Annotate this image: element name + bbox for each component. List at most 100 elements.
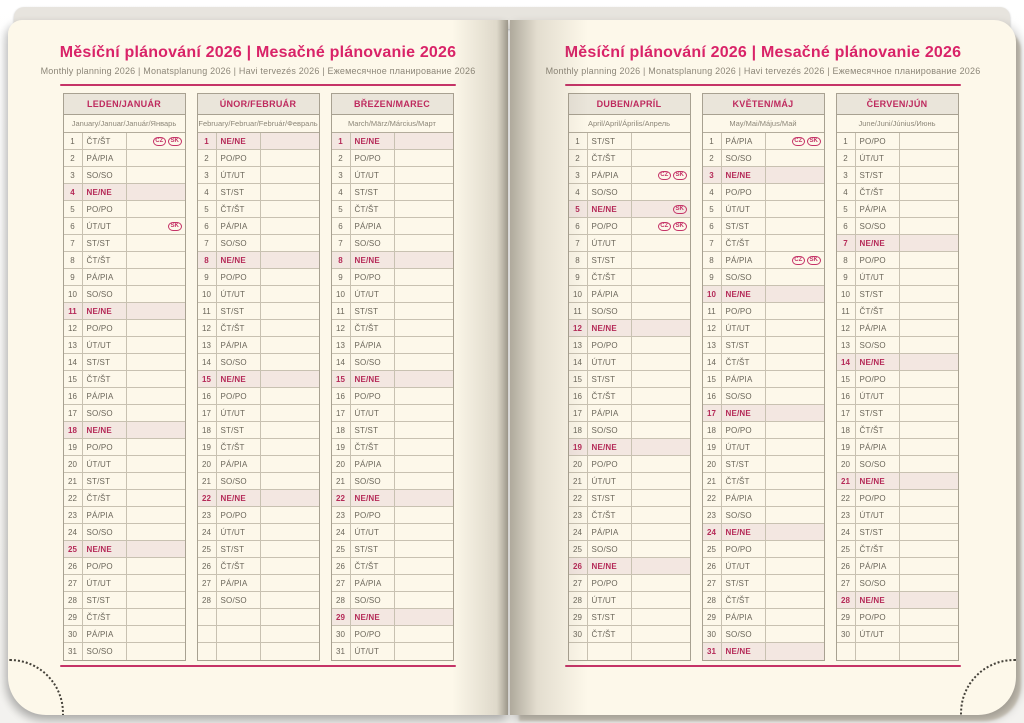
day-number: 30 bbox=[332, 626, 351, 642]
notes-cell bbox=[632, 609, 690, 625]
day-row: 21 ÚT/UT bbox=[568, 473, 690, 490]
day-number: 20 bbox=[703, 456, 722, 472]
day-number: 16 bbox=[703, 388, 722, 404]
day-row: 24 ÚT/UT bbox=[331, 524, 453, 541]
weekday-label bbox=[217, 626, 261, 642]
day-number: 21 bbox=[198, 473, 217, 489]
notes-cell bbox=[261, 184, 319, 200]
day-row: 19 PÁ/PIA bbox=[836, 439, 958, 456]
notes-cell bbox=[127, 371, 185, 387]
day-number: 16 bbox=[569, 388, 588, 404]
day-row: 23 ČT/ŠT bbox=[568, 507, 690, 524]
notes-cell bbox=[632, 507, 690, 523]
day-number: 9 bbox=[198, 269, 217, 285]
weekday-label: ČT/ŠT bbox=[83, 252, 127, 268]
notes-cell bbox=[395, 405, 453, 421]
day-number: 10 bbox=[703, 286, 722, 302]
day-row: 24 ST/ST bbox=[836, 524, 958, 541]
day-number: 18 bbox=[837, 422, 856, 438]
notes-cell bbox=[766, 456, 824, 472]
day-number: 25 bbox=[703, 541, 722, 557]
day-number: 13 bbox=[703, 337, 722, 353]
day-number: 1 bbox=[569, 133, 588, 149]
header-rule bbox=[60, 84, 456, 86]
day-row: 23 PÁ/PIA bbox=[63, 507, 185, 524]
day-number: 18 bbox=[64, 422, 83, 438]
day-row: 12 ÚT/UT bbox=[702, 320, 824, 337]
day-number: 4 bbox=[198, 184, 217, 200]
day-number: 11 bbox=[198, 303, 217, 319]
weekday-label: NE/NE bbox=[351, 609, 395, 625]
notes-cell bbox=[127, 286, 185, 302]
day-row: 25 NE/NE bbox=[63, 541, 185, 558]
notes-cell bbox=[632, 235, 690, 251]
weekday-label: ÚT/UT bbox=[722, 320, 766, 336]
day-number: 19 bbox=[198, 439, 217, 455]
day-number: 27 bbox=[703, 575, 722, 591]
notes-cell bbox=[395, 456, 453, 472]
day-row: 17 ÚT/UT bbox=[331, 405, 453, 422]
day-number: 7 bbox=[703, 235, 722, 251]
day-row: 5 ČT/ŠT bbox=[197, 201, 319, 218]
day-number: 10 bbox=[198, 286, 217, 302]
weekday-label: SO/SO bbox=[217, 235, 261, 251]
day-number: 5 bbox=[64, 201, 83, 217]
notes-cell bbox=[127, 507, 185, 523]
day-number: 31 bbox=[703, 643, 722, 660]
weekday-label: ST/ST bbox=[83, 473, 127, 489]
day-number: 8 bbox=[64, 252, 83, 268]
weekday-label: SO/SO bbox=[83, 524, 127, 540]
weekday-label: ST/ST bbox=[83, 592, 127, 608]
day-row: 18 PO/PO bbox=[702, 422, 824, 439]
weekday-label: PÁ/PIA bbox=[217, 575, 261, 591]
day-number: 15 bbox=[198, 371, 217, 387]
day-row: 15 ČT/ŠT bbox=[63, 371, 185, 388]
weekday-label: ÚT/UT bbox=[856, 626, 900, 642]
weekday-label: NE/NE bbox=[83, 422, 127, 438]
day-row: 25 ST/ST bbox=[331, 541, 453, 558]
notes-cell bbox=[766, 201, 824, 217]
notes-cell: CZ SK bbox=[127, 133, 185, 149]
weekday-label: ST/ST bbox=[722, 575, 766, 591]
day-row: 10 SO/SO bbox=[63, 286, 185, 303]
day-number: 21 bbox=[332, 473, 351, 489]
day-number: 3 bbox=[332, 167, 351, 183]
day-row: 5 PÁ/PIA bbox=[836, 201, 958, 218]
weekday-label: ČT/ŠT bbox=[83, 490, 127, 506]
day-number: 23 bbox=[569, 507, 588, 523]
notes-cell bbox=[900, 150, 958, 166]
notes-cell bbox=[127, 252, 185, 268]
empty-day-row bbox=[198, 643, 319, 660]
day-row: 13 PÁ/PIA bbox=[331, 337, 453, 354]
notes-cell bbox=[900, 609, 958, 625]
weekday-label: PÁ/PIA bbox=[83, 269, 127, 285]
day-number: 20 bbox=[64, 456, 83, 472]
day-row: 22 PÁ/PIA bbox=[702, 490, 824, 507]
notes-cell bbox=[261, 558, 319, 574]
month-subtitle: May/Mai/Május/Май bbox=[702, 115, 824, 133]
notes-cell bbox=[261, 592, 319, 608]
weekday-label: PO/PO bbox=[856, 490, 900, 506]
notes-cell bbox=[766, 354, 824, 370]
weekday-label: PÁ/PIA bbox=[722, 609, 766, 625]
day-row: 22 ST/ST bbox=[568, 490, 690, 507]
notes-cell bbox=[900, 541, 958, 557]
weekday-label: ST/ST bbox=[217, 541, 261, 557]
day-number: 6 bbox=[198, 218, 217, 234]
day-number: 18 bbox=[703, 422, 722, 438]
notes-cell bbox=[127, 354, 185, 370]
notes-cell bbox=[127, 184, 185, 200]
month-table-march: BŘEZEN/MAREC March/März/Március/Март 1 NE… bbox=[330, 93, 454, 661]
day-number: 11 bbox=[332, 303, 351, 319]
notes-cell bbox=[395, 626, 453, 642]
day-row: 7 NE/NE bbox=[836, 235, 958, 252]
day-row: 16 ÚT/UT bbox=[836, 388, 958, 405]
weekday-label: SO/SO bbox=[856, 456, 900, 472]
notes-cell bbox=[900, 422, 958, 438]
day-row: 22 ČT/ŠT bbox=[63, 490, 185, 507]
weekday-label: ČT/ŠT bbox=[351, 439, 395, 455]
weekday-label: PÁ/PIA bbox=[351, 575, 395, 591]
day-row: 4 NE/NE bbox=[63, 184, 185, 201]
notes-cell bbox=[632, 558, 690, 574]
month-subtitle: March/März/Március/Март bbox=[331, 115, 453, 133]
